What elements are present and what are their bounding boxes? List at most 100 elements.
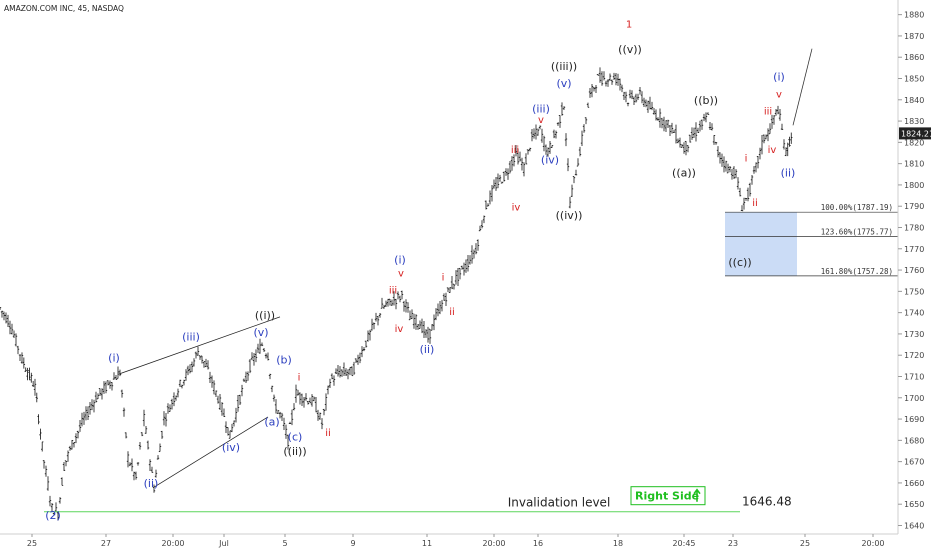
x-tick-label: 20:00 [482, 539, 505, 548]
y-tick-label: 1800 [904, 181, 924, 190]
wave-label: (iii) [182, 330, 200, 343]
channel-line [117, 316, 281, 375]
y-tick-label: 1840 [904, 96, 924, 105]
wave-label: (ii) [420, 343, 435, 356]
wave-label: v [398, 268, 404, 279]
projection-line [792, 48, 813, 126]
y-tick-label: 1750 [904, 287, 924, 296]
wave-label: iv [768, 145, 777, 156]
y-tick-label: 1780 [904, 223, 924, 232]
y-tick-label: 1850 [904, 74, 924, 83]
wave-label: ((a)) [672, 166, 696, 179]
fibonacci-zone [725, 212, 797, 276]
wave-label: ((c)) [728, 256, 751, 269]
x-tick-label: 25 [27, 539, 37, 548]
x-tick-label: 20:45 [672, 539, 695, 548]
wave-label: 1 [626, 19, 632, 30]
wave-label: (iv) [222, 441, 240, 454]
wave-label: iii [764, 107, 772, 118]
y-tick-label: 1670 [904, 458, 924, 467]
wave-label: i [442, 273, 445, 284]
y-tick-label: 1760 [904, 266, 924, 275]
x-tick-label: 9 [350, 539, 355, 548]
right-side-label: Right Side [635, 490, 699, 503]
y-tick-label: 1810 [904, 160, 924, 169]
fib-level-label: 123.60%(1775.77) [821, 227, 893, 236]
y-tick-label: 1710 [904, 372, 924, 381]
last-price-label: 1824.21 [901, 129, 932, 138]
wave-label: (i) [773, 71, 785, 84]
wave-label: ((ii)) [283, 445, 306, 458]
y-tick-label: 1700 [904, 394, 924, 403]
invalidation-label: Invalidation level [508, 496, 611, 510]
wave-label: (c) [288, 430, 303, 443]
wave-label: (v) [556, 77, 571, 90]
wave-label: ((b)) [694, 94, 718, 107]
wave-label: (b) [276, 354, 292, 367]
invalidation-value: 1646.48 [742, 495, 792, 509]
last-price-tag [899, 127, 931, 140]
wave-label: ((iv)) [556, 209, 583, 222]
wave-label: ii [449, 307, 455, 318]
wave-label: ii [752, 198, 758, 209]
wave-label: ((i)) [255, 309, 275, 322]
wave-label: iv [395, 324, 404, 335]
y-tick-label: 1650 [904, 500, 924, 509]
y-tick-label: 1730 [904, 330, 924, 339]
fibonacci-levels: 100.00%(1787.19) 123.60%(1775.77) 161.80%(… [725, 203, 898, 277]
wave-label: (iv) [541, 154, 559, 167]
wave-label: i [745, 154, 748, 165]
invalidation-level: Invalidation level 1646.48 Right Side [44, 486, 792, 513]
x-tick-label: Jul [218, 539, 229, 548]
y-tick-label: 1720 [904, 351, 924, 360]
y-tick-label: 1790 [904, 202, 924, 211]
y-tick-label: 1680 [904, 436, 924, 445]
y-tick-label: 1830 [904, 117, 924, 126]
x-tick-label: 16 [533, 539, 543, 548]
wave-label: ii [325, 428, 331, 439]
x-tick-label: 27 [101, 539, 111, 548]
wave-label: ((v)) [618, 43, 642, 56]
fib-level-label: 100.00%(1787.19) [821, 203, 893, 212]
channel-lines [117, 316, 281, 488]
right-side-badge [630, 486, 706, 506]
wave-label: iii [389, 285, 397, 296]
x-tick-label: 25 [800, 539, 810, 548]
wave-label: ((iii)) [551, 60, 577, 73]
y-tick-label: 1870 [904, 32, 924, 41]
y-tick-label: 1690 [904, 415, 924, 424]
y-tick-label: 1770 [904, 245, 924, 254]
x-tick-label: 11 [422, 539, 432, 548]
y-tick-label: 1820 [904, 138, 924, 147]
chart-title: AMAZON.COM INC, 45, NASDAQ [4, 4, 124, 13]
y-tick-label: 1880 [904, 11, 924, 20]
candles-layer [0, 48, 813, 521]
wave-label: (ii) [144, 477, 159, 490]
y-tick-label: 1860 [904, 53, 924, 62]
up-arrow-icon [693, 488, 701, 502]
y-axis: 1640 1650 1660 1670 1680 1690 1700 1710 1720 1730… [897, 0, 932, 550]
channel-line [153, 416, 269, 488]
wave-label: (2) [45, 509, 61, 522]
x-tick-label: 23 [728, 539, 738, 548]
fibonacci-zone-box [725, 212, 797, 276]
y-tick-label: 1640 [904, 521, 924, 530]
y-tick-label: 1740 [904, 309, 924, 318]
wave-label: (a) [264, 415, 279, 428]
x-axis: 25 27 20:00 Jul 5 9 11 20:00 16 18 20:45 23 25 20:00 [0, 533, 898, 548]
wave-label: v [776, 90, 782, 101]
wave-label: (iii) [532, 103, 550, 116]
wave-labels: (2) (i) (ii) (iii) (iv) (v) ((i)) (a) (b) (c) ((ii… [45, 19, 795, 522]
wave-label: v [538, 115, 544, 126]
wave-label: (ii) [781, 166, 796, 179]
x-tick-label: 18 [613, 539, 623, 548]
fib-level-label: 161.80%(1757.28) [821, 267, 893, 276]
x-tick-label: 5 [282, 539, 287, 548]
wave-label: (i) [108, 352, 120, 365]
y-axis-panel [898, 0, 932, 550]
x-tick-label: 20:00 [161, 539, 184, 548]
wave-label: iv [512, 202, 521, 213]
wave-label: (v) [253, 326, 268, 339]
wave-label: iii [511, 145, 519, 156]
